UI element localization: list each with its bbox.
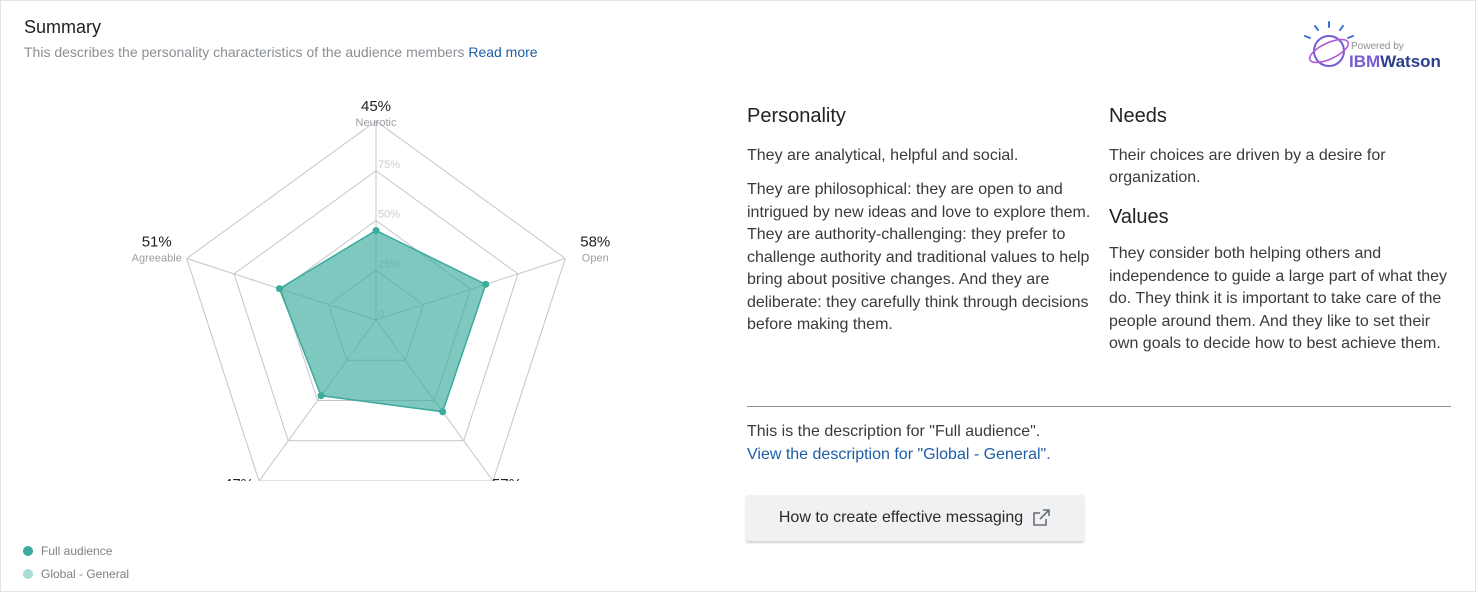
radar-value-label: 47% — [224, 476, 254, 481]
radar-axis-label: Open — [582, 253, 609, 265]
legend-item-full-audience[interactable]: Full audience — [23, 539, 129, 562]
needs-values-section: Needs Their choices are driven by a desi… — [1109, 105, 1454, 356]
radar-grid-ring — [233, 170, 519, 442]
view-global-description-link[interactable]: View the description for "Global - Gener… — [747, 445, 1051, 463]
radar-value-label: 45% — [361, 101, 391, 115]
page-title: Summary — [24, 17, 102, 37]
radar-axis-label: Agreeable — [132, 253, 182, 265]
effective-messaging-button[interactable]: How to create effective messaging — [746, 495, 1084, 541]
legend-dot-full-audience — [23, 545, 33, 556]
read-more-link[interactable]: Read more — [468, 44, 538, 60]
radar-tick-label: 75% — [378, 159, 400, 171]
legend-label: Full audience — [41, 543, 113, 558]
radar-axis-label: Neurotic — [356, 117, 397, 129]
radar-data-point — [317, 392, 325, 400]
effective-messaging-label: How to create effective messaging — [778, 509, 1024, 526]
radar-value-label: 58% — [580, 234, 610, 251]
description-current: This is the description for "Full audien… — [747, 423, 1041, 440]
radar-grid-ring — [186, 120, 566, 481]
brand-watson: Watson — [1380, 52, 1441, 71]
needs-text: Their choices are driven by a desire for… — [1109, 146, 1386, 187]
watson-globe-icon — [1304, 21, 1354, 67]
legend-label: Global - General — [41, 566, 130, 581]
personality-summary: They are analytical, helpful and social. — [747, 146, 1019, 164]
ibm-watson-logo: Powered by IBMWatson — [1301, 19, 1453, 75]
legend-dot-global-general — [23, 568, 33, 579]
radar-value-label: 51% — [142, 234, 172, 251]
legend-item-global-general[interactable]: Global - General — [23, 562, 129, 585]
personality-section: Personality They are analytical, helpful… — [747, 105, 1099, 337]
page-subtitle: This describes the personality character… — [24, 44, 538, 60]
brand-name: IBMWatson — [1349, 52, 1441, 72]
values-text: They consider both helping others and in… — [1109, 245, 1448, 352]
personality-heading: Personality — [747, 105, 846, 127]
personality-detail: They are philosophical: they are open to… — [747, 181, 1091, 333]
brand-ibm: IBM — [1349, 52, 1381, 71]
radar-data-point — [275, 285, 283, 293]
personality-radar-chart: 025%50%75% 45%Neurotic58%Open57%Conscien… — [132, 101, 610, 481]
section-divider — [747, 406, 1451, 407]
radar-data-point — [439, 408, 447, 416]
powered-by-text: Powered by — [1351, 41, 1404, 52]
radar-value-label: 57% — [492, 476, 522, 481]
radar-tick-label: 50% — [378, 209, 400, 221]
chart-legend: Full audience Global - General — [23, 539, 129, 585]
radar-series-area — [278, 229, 487, 413]
needs-heading: Needs — [1109, 105, 1167, 127]
radar-data-point — [372, 226, 380, 234]
external-link-icon — [1033, 509, 1050, 526]
values-heading: Values — [1109, 205, 1169, 228]
radar-data-point — [482, 280, 490, 288]
description-note: This is the description for "Full audien… — [747, 421, 1051, 466]
subtitle-text: This describes the personality character… — [24, 44, 465, 60]
